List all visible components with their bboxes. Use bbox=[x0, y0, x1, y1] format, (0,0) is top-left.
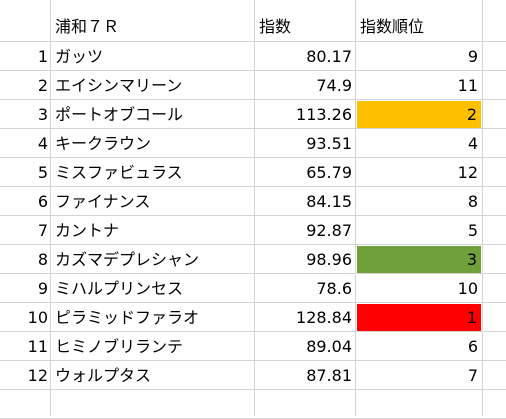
horse-name-cell[interactable]: カントナ bbox=[55, 221, 120, 240]
table-row: 5 ミスファビュラス 65.79 12 bbox=[0, 158, 506, 187]
table-row: 9 ミハルプリンセス 78.6 10 bbox=[0, 274, 506, 303]
row-number-cell[interactable]: 5 bbox=[37, 163, 48, 182]
horse-name-cell[interactable]: カズマデプレシャン bbox=[55, 250, 200, 269]
horse-name-cell[interactable]: ウォルプタス bbox=[55, 366, 152, 385]
rank-value-cell[interactable]: 6 bbox=[467, 337, 478, 356]
gridline bbox=[0, 215, 506, 216]
table-row: 7 カントナ 92.87 5 bbox=[0, 216, 506, 245]
table-row: 11 ヒミノブリランテ 89.04 6 bbox=[0, 332, 506, 361]
gridline bbox=[0, 389, 506, 390]
horse-name-cell[interactable]: ミハルプリンセス bbox=[55, 279, 184, 298]
rank-value-cell[interactable]: 5 bbox=[467, 221, 478, 240]
row-number-cell[interactable]: 12 bbox=[27, 366, 48, 385]
index-value-cell[interactable]: 93.51 bbox=[306, 134, 352, 153]
gridline bbox=[0, 244, 506, 245]
rank-header-cell[interactable]: 指数順位 bbox=[360, 17, 425, 36]
gridline bbox=[0, 331, 506, 332]
rank-value-cell[interactable]: 8 bbox=[467, 192, 478, 211]
index-value-cell[interactable]: 80.17 bbox=[306, 47, 352, 66]
gridline bbox=[0, 128, 506, 129]
row-number-cell[interactable]: 4 bbox=[37, 134, 48, 153]
rank-value-cell[interactable]: 9 bbox=[467, 47, 478, 66]
horse-name-cell[interactable]: ヒミノブリランテ bbox=[55, 337, 184, 356]
gridline bbox=[482, 0, 483, 416]
table-row: 12 ウォルプタス 87.81 7 bbox=[0, 361, 506, 390]
rank-value-cell[interactable]: 3 bbox=[357, 246, 481, 273]
index-value-cell[interactable]: 84.15 bbox=[306, 192, 352, 211]
index-value-cell[interactable]: 78.6 bbox=[316, 279, 352, 298]
index-value-cell[interactable]: 128.84 bbox=[296, 308, 352, 327]
gridline bbox=[50, 0, 51, 416]
row-number-cell[interactable]: 9 bbox=[37, 279, 48, 298]
gridline bbox=[0, 157, 506, 158]
gridline bbox=[0, 41, 506, 42]
row-number-cell[interactable]: 10 bbox=[27, 308, 48, 327]
row-number-cell[interactable]: 11 bbox=[27, 337, 48, 356]
rank-value-cell[interactable]: 7 bbox=[467, 366, 478, 385]
gridline bbox=[0, 70, 506, 71]
index-header-cell[interactable]: 指数 bbox=[259, 17, 292, 36]
table-row: 1 ガッツ 80.17 9 bbox=[0, 42, 506, 71]
table-row: 10 ピラミッドファラオ 128.84 1 bbox=[0, 303, 506, 332]
index-value-cell[interactable]: 65.79 bbox=[306, 163, 352, 182]
row-number-cell[interactable]: 6 bbox=[37, 192, 48, 211]
gridline bbox=[254, 0, 255, 416]
horse-name-cell[interactable]: ポートオブコール bbox=[55, 105, 184, 124]
rank-value-cell[interactable]: 4 bbox=[467, 134, 478, 153]
index-value-cell[interactable]: 98.96 bbox=[306, 250, 352, 269]
row-number-cell[interactable]: 7 bbox=[37, 221, 48, 240]
rank-value-cell[interactable]: 10 bbox=[457, 279, 478, 298]
horse-name-cell[interactable]: ピラミッドファラオ bbox=[55, 308, 200, 327]
horse-name-cell[interactable]: エイシンマリーン bbox=[55, 76, 183, 95]
gridline bbox=[0, 273, 506, 274]
rank-value-cell[interactable]: 12 bbox=[457, 163, 478, 182]
row-number-cell[interactable]: 3 bbox=[37, 105, 48, 124]
index-value-cell[interactable]: 87.81 bbox=[306, 366, 352, 385]
index-value-cell[interactable]: 89.04 bbox=[306, 337, 352, 356]
rank-value-cell[interactable]: 11 bbox=[457, 76, 478, 95]
gridline bbox=[0, 302, 506, 303]
table-row: 6 ファイナンス 84.15 8 bbox=[0, 187, 506, 216]
index-value-cell[interactable]: 74.9 bbox=[316, 76, 352, 95]
gridline bbox=[0, 186, 506, 187]
row-number-cell[interactable]: 8 bbox=[37, 250, 48, 269]
row-number-cell[interactable]: 1 bbox=[37, 47, 48, 66]
table-row: 4 キークラウン 93.51 4 bbox=[0, 129, 506, 158]
rank-value-cell[interactable]: 1 bbox=[357, 304, 481, 331]
horse-name-cell[interactable]: ガッツ bbox=[55, 47, 104, 66]
index-value-cell[interactable]: 113.26 bbox=[296, 105, 352, 124]
race-title-cell[interactable]: 浦和７Ｒ bbox=[55, 17, 120, 36]
gridline bbox=[0, 99, 506, 100]
row-number-cell[interactable] bbox=[0, 12, 50, 41]
horse-name-cell[interactable]: ミスファビュラス bbox=[55, 163, 183, 182]
gridline bbox=[0, 360, 506, 361]
header-row: 浦和７Ｒ 指数 指数順位 bbox=[0, 12, 506, 41]
horse-name-cell[interactable]: ファイナンス bbox=[55, 192, 151, 211]
table-row: 3 ポートオブコール 113.26 2 bbox=[0, 100, 506, 129]
rank-value-cell[interactable]: 2 bbox=[357, 101, 481, 128]
table-row: 8 カズマデプレシャン 98.96 3 bbox=[0, 245, 506, 274]
gridline bbox=[355, 0, 356, 416]
table-row: 2 エイシンマリーン 74.9 11 bbox=[0, 71, 506, 100]
index-value-cell[interactable]: 92.87 bbox=[306, 221, 352, 240]
horse-name-cell[interactable]: キークラウン bbox=[55, 134, 152, 153]
row-number-cell[interactable]: 2 bbox=[37, 76, 48, 95]
